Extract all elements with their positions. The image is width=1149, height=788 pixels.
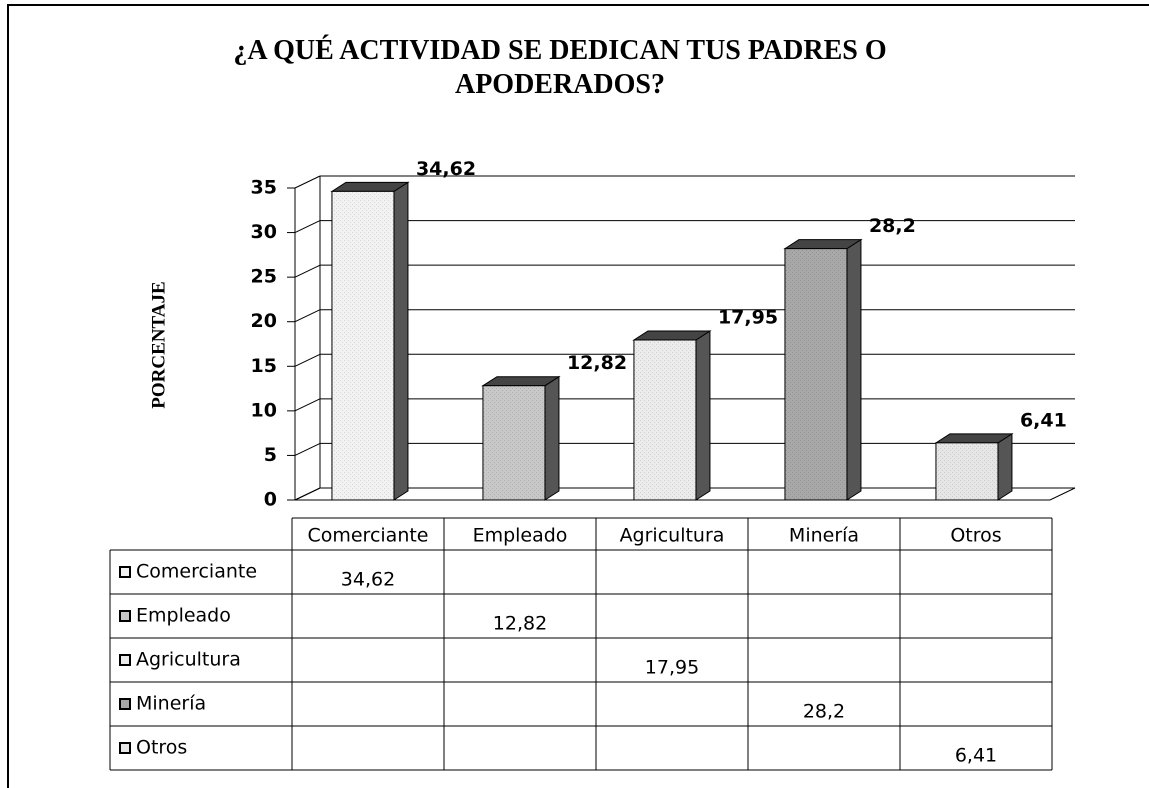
y-tick-label: 25 xyxy=(251,266,277,288)
legend-key xyxy=(119,742,131,754)
legend-label: Empleado xyxy=(136,605,231,627)
bar-side xyxy=(695,330,711,501)
chart-title: ¿A QUÉ ACTIVIDAD SE DEDICAN TUS PADRES O… xyxy=(233,35,887,100)
grid-line xyxy=(294,220,321,234)
y-tick-label: 35 xyxy=(251,177,277,199)
table-cell: 6,41 xyxy=(955,745,997,767)
table-header: Empleado xyxy=(473,525,568,547)
data-label: 28,2 xyxy=(869,215,916,237)
y-axis-label: PORCENTAJE xyxy=(148,281,169,408)
bar-top xyxy=(481,376,561,387)
grid-line xyxy=(294,309,321,323)
y-tick-label: 20 xyxy=(251,310,277,332)
legend-label: Otros xyxy=(136,737,187,759)
grid-line xyxy=(294,353,321,367)
bar-texture xyxy=(935,442,998,500)
bar-side xyxy=(393,181,409,501)
legend-label: Agricultura xyxy=(136,649,241,671)
bar-texture xyxy=(633,339,696,500)
table-header: Otros xyxy=(950,525,1001,547)
table-cell: 34,62 xyxy=(341,569,395,591)
frame xyxy=(7,4,1149,788)
data-label: 6,41 xyxy=(1020,409,1067,431)
bar-side xyxy=(846,238,862,501)
table-header: Agricultura xyxy=(620,525,725,547)
grid-line xyxy=(294,487,321,501)
data-label: 12,82 xyxy=(567,352,627,374)
legend-key xyxy=(119,654,131,666)
grid-line xyxy=(294,442,321,456)
table-cell: 28,2 xyxy=(803,701,845,723)
y-tick-label: 10 xyxy=(251,399,277,421)
y-tick-label: 5 xyxy=(264,444,277,466)
legend-label: Minería xyxy=(136,693,206,715)
grid-line xyxy=(294,264,321,278)
table-cell: 17,95 xyxy=(645,657,699,679)
table-header: Comerciante xyxy=(307,525,428,547)
bar-top xyxy=(330,181,410,192)
legend-key xyxy=(119,698,131,710)
grid-line xyxy=(294,398,321,412)
table-cell: 12,82 xyxy=(493,613,547,635)
bar-top xyxy=(632,330,712,341)
y-tick-label: 30 xyxy=(251,221,277,243)
data-label: 17,95 xyxy=(718,306,778,328)
legend-label: Comerciante xyxy=(136,561,257,583)
grid-line xyxy=(294,175,321,189)
bar-top xyxy=(783,239,863,250)
bar-top xyxy=(934,433,1014,444)
bar-texture xyxy=(482,385,545,500)
bar-texture xyxy=(331,191,394,500)
data-label: 34,62 xyxy=(416,158,476,180)
y-tick-label: 0 xyxy=(264,489,277,511)
bar-side xyxy=(544,375,560,501)
legend-key xyxy=(119,566,131,578)
bar-side xyxy=(997,432,1013,501)
y-tick-label: 15 xyxy=(251,355,277,377)
legend-key xyxy=(119,610,131,622)
table-header: Minería xyxy=(789,525,859,547)
bar-texture xyxy=(784,248,847,500)
